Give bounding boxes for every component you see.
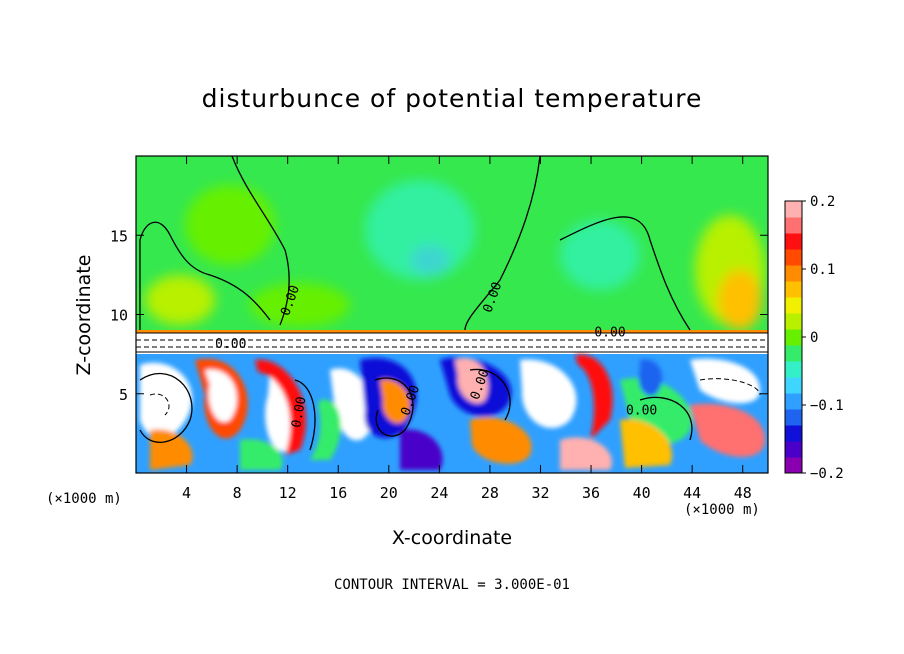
contour-label: 0.00 — [626, 403, 657, 418]
colorbar-swatch — [785, 441, 802, 458]
y-tick-label: 10 — [110, 307, 128, 325]
colorbar-tick-label: 0.1 — [810, 262, 835, 278]
x-tick-label: 24 — [430, 484, 448, 502]
colorbar-tick-label: −0.2 — [810, 466, 844, 482]
colorbar-swatch — [785, 201, 802, 218]
x-tick-label: 20 — [380, 484, 398, 502]
y-tick-label: 5 — [119, 386, 128, 404]
colorbar-swatch — [785, 281, 802, 298]
chart-title: disturbunce of potential temperature — [201, 84, 703, 113]
colorbar-swatch — [785, 217, 802, 234]
colorbar-swatch — [785, 377, 802, 394]
x-axis-label: X-coordinate — [391, 527, 513, 549]
x-tick-label: 36 — [582, 484, 600, 502]
x-tick-label: 32 — [531, 484, 549, 502]
colorbar-swatch — [785, 233, 802, 250]
colorbar-tick-label: 0 — [810, 330, 818, 346]
colorbar-swatch — [785, 329, 802, 346]
colorbar-tick-label: 0.2 — [810, 194, 835, 210]
contour-label: 0.00 — [594, 326, 625, 341]
y-tick-label: 15 — [110, 227, 128, 245]
colorbar-swatch — [785, 249, 802, 266]
colorbar-swatch — [785, 345, 802, 362]
colorbar-swatch — [785, 393, 802, 410]
heatmap-field — [136, 156, 768, 473]
contour-label: 0.00 — [215, 337, 246, 352]
x-unit-label-left: (×1000 m) — [46, 491, 122, 507]
x-tick-label: 44 — [683, 484, 701, 502]
colorbar-swatch — [785, 425, 802, 442]
contour-label: 0.00 — [289, 395, 309, 428]
colorbar-swatch — [785, 409, 802, 426]
colorbar-swatch — [785, 313, 802, 330]
contour-interval-note: CONTOUR INTERVAL = 3.000E-01 — [333, 577, 570, 593]
colorbar-swatch — [785, 265, 802, 282]
colorbar-swatch — [785, 361, 802, 378]
x-tick-label: 16 — [329, 484, 347, 502]
x-tick-label: 12 — [279, 484, 297, 502]
x-tick-label: 8 — [233, 484, 242, 502]
x-tick-label: 28 — [481, 484, 499, 502]
x-tick-label: 48 — [734, 484, 752, 502]
x-unit-label-right: (×1000 m) — [684, 502, 760, 518]
x-tick-label: 4 — [182, 484, 191, 502]
colorbar-tick-label: −0.1 — [810, 398, 844, 414]
colorbar-swatch — [785, 457, 802, 474]
colorbar-swatch — [785, 297, 802, 314]
x-tick-label: 40 — [633, 484, 651, 502]
